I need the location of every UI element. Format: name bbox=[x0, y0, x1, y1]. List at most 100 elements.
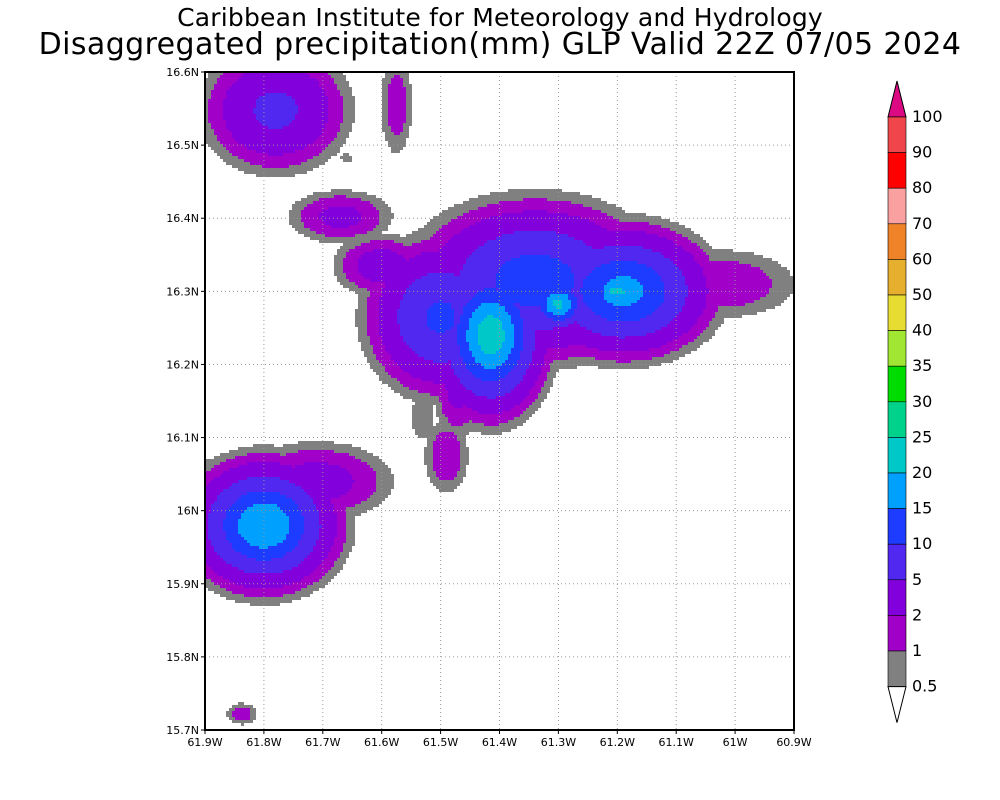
precip-pixel bbox=[535, 225, 538, 228]
precip-pixel bbox=[250, 87, 253, 90]
precip-pixel bbox=[220, 93, 223, 96]
precip-pixel bbox=[358, 246, 361, 249]
precip-pixel bbox=[322, 126, 325, 129]
precip-pixel bbox=[292, 153, 295, 156]
precip-pixel bbox=[481, 264, 484, 267]
precip-pixel bbox=[490, 216, 493, 219]
precip-pixel bbox=[601, 246, 604, 249]
precip-pixel bbox=[658, 234, 661, 237]
precip-pixel bbox=[370, 231, 373, 234]
precip-pixel bbox=[274, 135, 277, 138]
precip-pixel bbox=[298, 99, 301, 102]
precip-pixel bbox=[361, 237, 364, 240]
precip-pixel bbox=[568, 243, 571, 246]
precip-pixel bbox=[340, 102, 343, 105]
precip-pixel bbox=[397, 135, 400, 138]
precip-pixel bbox=[427, 270, 430, 273]
precip-pixel bbox=[301, 138, 304, 141]
precip-pixel bbox=[406, 96, 409, 99]
precip-pixel bbox=[541, 222, 544, 225]
precip-pixel bbox=[580, 252, 583, 255]
precip-pixel bbox=[754, 261, 757, 264]
precip-pixel bbox=[352, 219, 355, 222]
precip-pixel bbox=[505, 225, 508, 228]
precip-pixel bbox=[382, 93, 385, 96]
precip-pixel bbox=[445, 258, 448, 261]
precip-pixel bbox=[385, 234, 388, 237]
precip-pixel bbox=[352, 108, 355, 111]
precip-pixel bbox=[709, 252, 712, 255]
precip-pixel bbox=[325, 114, 328, 117]
precip-pixel bbox=[385, 261, 388, 264]
precip-pixel bbox=[367, 201, 370, 204]
precip-pixel bbox=[502, 198, 505, 201]
precip-pixel bbox=[265, 108, 268, 111]
precip-pixel bbox=[367, 198, 370, 201]
precip-pixel bbox=[370, 249, 373, 252]
precip-pixel bbox=[397, 237, 400, 240]
precip-pixel bbox=[613, 258, 616, 261]
precip-pixel bbox=[691, 234, 694, 237]
precip-pixel bbox=[304, 165, 307, 168]
precip-pixel bbox=[226, 117, 229, 120]
precip-pixel bbox=[562, 222, 565, 225]
precip-pixel bbox=[562, 258, 565, 261]
precip-pixel bbox=[367, 213, 370, 216]
precip-pixel bbox=[775, 264, 778, 267]
precip-pixel bbox=[559, 252, 562, 255]
precip-pixel bbox=[379, 234, 382, 237]
precip-pixel bbox=[241, 123, 244, 126]
precip-pixel bbox=[352, 228, 355, 231]
precip-pixel bbox=[319, 105, 322, 108]
precip-pixel bbox=[634, 249, 637, 252]
precip-pixel bbox=[430, 255, 433, 258]
precip-pixel bbox=[412, 231, 415, 234]
precip-pixel bbox=[706, 270, 709, 273]
precip-pixel bbox=[292, 168, 295, 171]
precip-pixel bbox=[586, 270, 589, 273]
precip-pixel bbox=[592, 213, 595, 216]
precip-pixel bbox=[346, 189, 349, 192]
precip-pixel bbox=[586, 225, 589, 228]
precip-pixel bbox=[256, 96, 259, 99]
precip-pixel bbox=[622, 255, 625, 258]
precip-pixel bbox=[529, 240, 532, 243]
precip-pixel bbox=[511, 234, 514, 237]
precip-pixel bbox=[292, 147, 295, 150]
precip-pixel bbox=[277, 150, 280, 153]
precip-pixel bbox=[244, 171, 247, 174]
precip-pixel bbox=[580, 255, 583, 258]
precip-pixel bbox=[577, 237, 580, 240]
precip-pixel bbox=[307, 108, 310, 111]
precip-pixel bbox=[370, 267, 373, 270]
precip-pixel bbox=[256, 168, 259, 171]
precip-pixel bbox=[310, 156, 313, 159]
precip-pixel bbox=[208, 78, 211, 81]
precip-pixel bbox=[445, 249, 448, 252]
precip-pixel bbox=[346, 129, 349, 132]
precip-pixel bbox=[778, 267, 781, 270]
precip-pixel bbox=[592, 267, 595, 270]
precip-pixel bbox=[547, 255, 550, 258]
precip-pixel bbox=[676, 222, 679, 225]
precip-pixel bbox=[421, 273, 424, 276]
precip-pixel bbox=[295, 141, 298, 144]
precip-pixel bbox=[394, 240, 397, 243]
precip-pixel bbox=[586, 234, 589, 237]
precip-pixel bbox=[373, 210, 376, 213]
precip-pixel bbox=[706, 264, 709, 267]
precip-pixel bbox=[664, 243, 667, 246]
precip-pixel bbox=[616, 252, 619, 255]
precip-pixel bbox=[664, 237, 667, 240]
precip-pixel bbox=[526, 249, 529, 252]
precip-pixel bbox=[328, 210, 331, 213]
precip-pixel bbox=[733, 261, 736, 264]
precip-pixel bbox=[229, 102, 232, 105]
precip-pixel bbox=[340, 72, 343, 75]
precip-pixel bbox=[262, 96, 265, 99]
precip-pixel bbox=[301, 102, 304, 105]
precip-pixel bbox=[274, 126, 277, 129]
precip-pixel bbox=[256, 78, 259, 81]
precip-pixel bbox=[238, 84, 241, 87]
precip-pixel bbox=[244, 126, 247, 129]
